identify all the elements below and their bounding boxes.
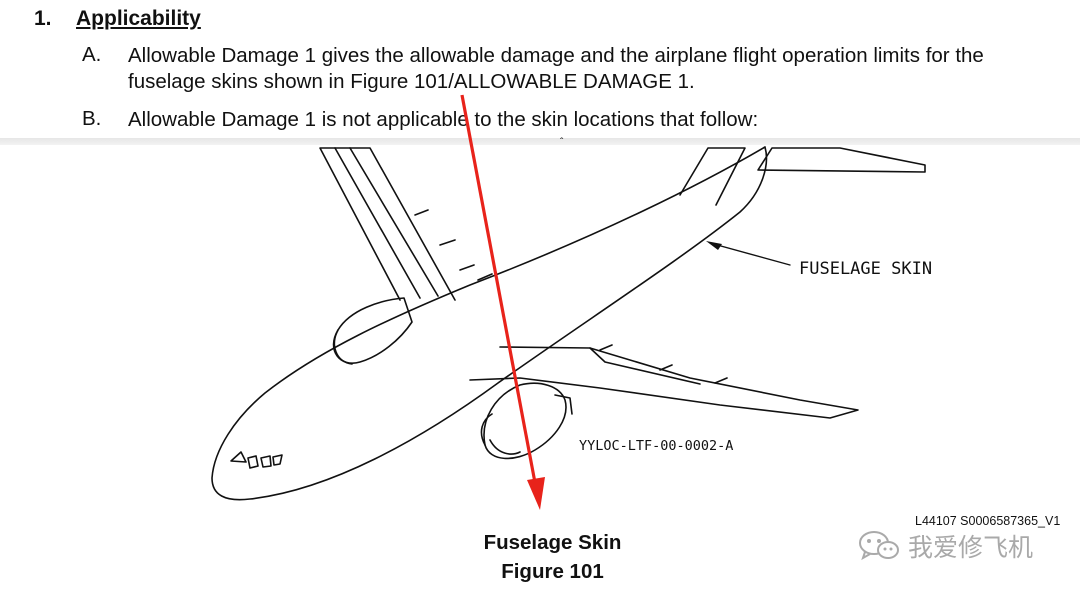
paragraph-a-text: Allowable Damage 1 gives the allowable d… (128, 43, 984, 95)
red-annotation-arrowhead (527, 477, 545, 510)
watermark-text: 我爱修飞机 (908, 533, 1034, 562)
section-heading: 1. Applicability (0, 7, 1080, 37)
figure-caption-number: Figure 101 (501, 560, 604, 583)
paragraph-a-line-2: fuselage skins shown in Figure 101/ALLOW… (128, 70, 695, 93)
wechat-icon (859, 531, 899, 561)
fuselage-skin-callout: FUSELAGE SKIN (799, 259, 932, 279)
horizontal-stabilizer (757, 147, 926, 173)
cockpit-windows (230, 451, 283, 469)
right-engine-pylon (554, 394, 573, 415)
right-engine (483, 382, 567, 460)
right-wing (469, 346, 859, 419)
left-wing-fairings (414, 209, 493, 281)
section-title: Applicability (76, 7, 201, 30)
fuselage-callout-leader (709, 242, 791, 266)
section-number: 1. (34, 7, 52, 30)
paragraph-a-letter: A. (82, 43, 102, 66)
left-engine-inlet (333, 329, 353, 365)
paragraph-b-text: Allowable Damage 1 is not applicable to … (128, 107, 758, 133)
vertical-stabilizer (679, 147, 746, 206)
paragraph-b-line-1: Allowable Damage 1 is not applicable to … (128, 108, 759, 131)
left-wing-flap-lines (334, 147, 439, 299)
right-wing-leading-edge (589, 347, 701, 385)
reference-code: L44107 S0006587365_V1 (915, 514, 1061, 528)
red-annotation-arrow-line (460, 94, 538, 489)
left-engine (332, 297, 413, 364)
figure-caption-title: Fuselage Skin (483, 531, 622, 554)
right-engine-inlet (480, 413, 521, 455)
fuselage-callout-arrowhead (706, 241, 722, 250)
paragraph-b-letter: B. (82, 107, 102, 130)
left-wing (319, 147, 456, 301)
page-separator (0, 138, 1080, 145)
watermark: 我爱修飞机 (858, 528, 1033, 564)
paragraph-a-line-1: Allowable Damage 1 gives the allowable d… (128, 44, 984, 67)
airplane-drawing (211, 146, 926, 501)
right-wing-fairings (599, 344, 728, 384)
drawing-code: YYLOC-LTF-00-0002-A (579, 438, 733, 454)
small-marker-icon: ˆ (560, 136, 564, 148)
